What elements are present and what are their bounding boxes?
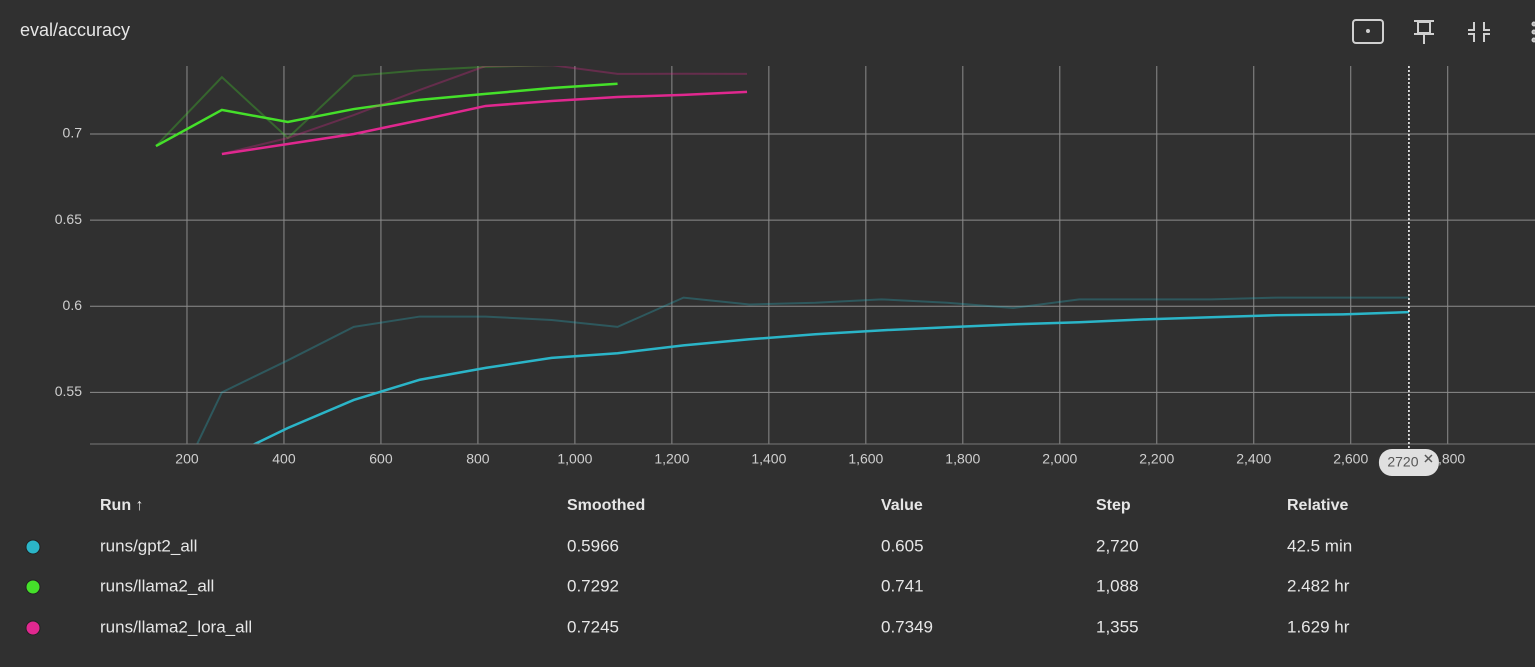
y-tick-label: 0.7 <box>63 125 83 141</box>
grid: 200 400 600 800 1,000 1,200 1,400 1,600 1,800 2,0… <box>55 66 1535 467</box>
hover-step: 2720 <box>1387 454 1418 470</box>
table-cell: 0.5966 <box>567 536 619 555</box>
menu-button[interactable] <box>1531 21 1535 43</box>
x-tick-label: 400 <box>272 451 296 467</box>
table-cell: 1,355 <box>1096 617 1139 636</box>
toolbar <box>1352 19 1535 44</box>
column-header: Value <box>881 497 923 514</box>
table-cell: 1.629 hr <box>1287 617 1350 636</box>
hover-chip <box>1378 449 1439 476</box>
x-tick-label: 2,000 <box>1042 451 1077 467</box>
smoothed-line <box>155 82 618 148</box>
table-cell: 0.7349 <box>881 617 933 636</box>
table-cell: 0.605 <box>881 536 924 555</box>
table-cell: 0.7292 <box>567 576 619 595</box>
table-cell: 0.741 <box>881 576 924 595</box>
pin-button[interactable] <box>1414 20 1434 44</box>
x-tick-label: 200 <box>175 451 199 467</box>
table-cell: 2,720 <box>1096 536 1139 555</box>
column-header: Step <box>1096 497 1131 514</box>
column-header: Run ↑ <box>100 497 144 514</box>
hover: 2720 <box>1378 66 1439 476</box>
x-tick-label: 2,200 <box>1139 451 1174 467</box>
x-tick-label: 2,800 <box>1430 451 1465 467</box>
x-tick-label: 2,400 <box>1236 451 1271 467</box>
x-tick-label: 1,400 <box>751 451 786 467</box>
plot <box>155 66 1409 444</box>
table-cell: runs/llama2_all <box>100 576 214 595</box>
x-tick-label: 600 <box>369 451 393 467</box>
x-tick-label: 1,600 <box>848 451 883 467</box>
run-color <box>25 539 41 555</box>
x-tick-label: 2,600 <box>1333 451 1368 467</box>
y-tick-label: 0.65 <box>55 211 82 227</box>
table-cell: runs/gpt2_all <box>100 536 197 555</box>
y-tick-label: 0.6 <box>63 297 83 313</box>
run-table: Run ↑ Smoothed Value Step Relative runs/gpt2_… <box>25 497 1352 636</box>
raw-line <box>155 66 557 147</box>
raw-line <box>221 66 748 155</box>
table-cell: 42.5 min <box>1287 536 1352 555</box>
column-header: Smoothed <box>567 497 645 514</box>
run-color <box>25 579 41 595</box>
smoothed-line <box>252 310 1409 444</box>
x-tick-label: 1,200 <box>654 451 689 467</box>
x-tick-label: 1,800 <box>945 451 980 467</box>
collapse-button[interactable] <box>1468 22 1490 42</box>
table-cell: 1,088 <box>1096 576 1139 595</box>
smoothed-line <box>221 90 748 156</box>
table-cell: runs/llama2_lora_all <box>100 617 252 636</box>
fit-button[interactable] <box>1352 19 1384 44</box>
column-header: Relative <box>1287 497 1348 514</box>
x-tick-label: 800 <box>466 451 490 467</box>
raw-line <box>196 296 1409 444</box>
table-cell: 0.7245 <box>567 617 619 636</box>
y-tick-label: 0.55 <box>55 383 82 399</box>
run-color <box>25 620 41 636</box>
hover-close <box>1424 454 1433 463</box>
x-tick-label: 1,000 <box>557 451 592 467</box>
table-cell: 2.482 hr <box>1287 576 1350 595</box>
chart-title: eval/accuracy <box>20 20 130 40</box>
